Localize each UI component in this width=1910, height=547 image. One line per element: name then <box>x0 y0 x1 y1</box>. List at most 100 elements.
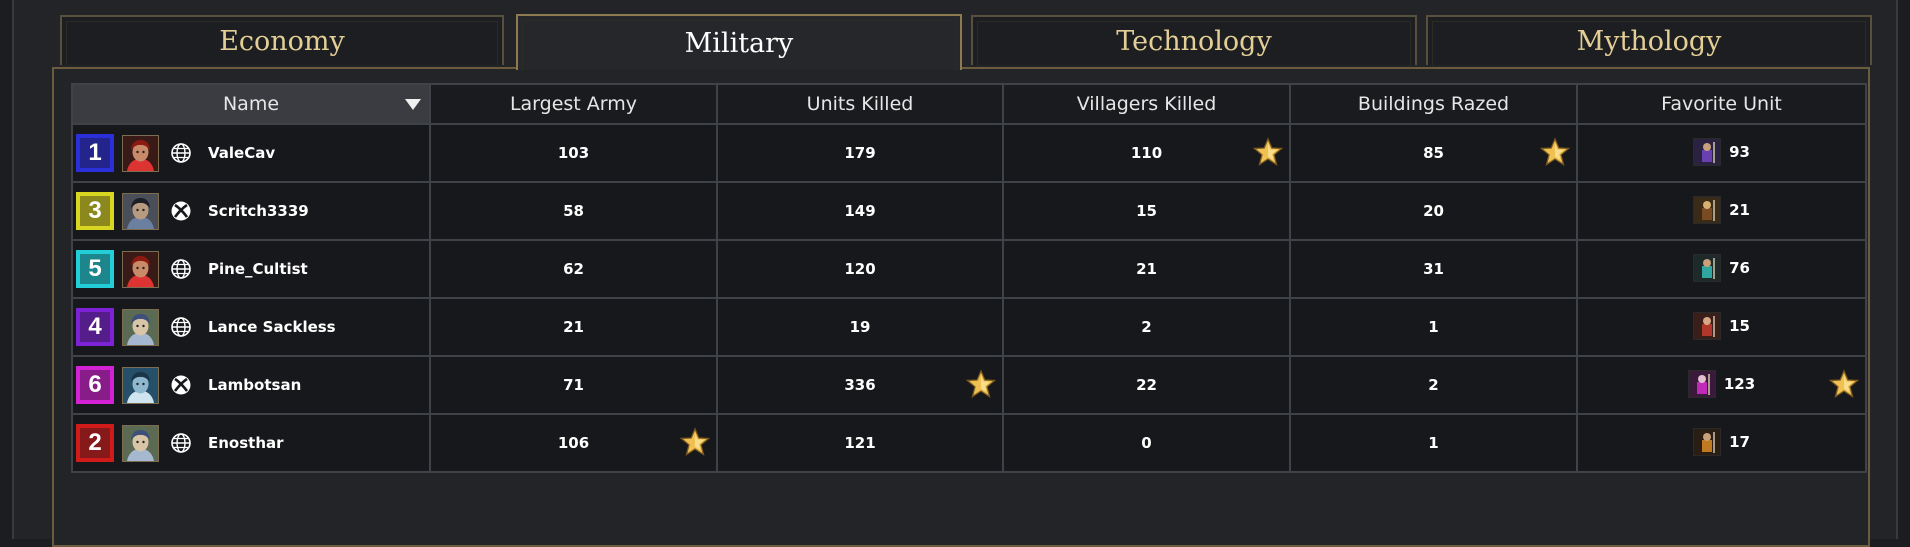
column-header-units-killed[interactable]: Units Killed <box>716 83 1004 125</box>
stat-cell-favorite-unit: 21 <box>1576 181 1867 241</box>
player-number-badge: 2 <box>76 424 114 462</box>
stat-cell-largest-army: 58 <box>429 181 718 241</box>
stat-cell-buildings-razed: 1 <box>1289 297 1578 357</box>
stat-cell-largest-army: 62 <box>429 239 718 299</box>
globe-icon <box>171 259 191 279</box>
column-header-favorite-unit[interactable]: Favorite Unit <box>1576 83 1867 125</box>
unit-portrait-icon <box>1693 311 1722 340</box>
stat-cell-buildings-razed: 1 <box>1289 413 1578 473</box>
stat-cell-buildings-razed: 20 <box>1289 181 1578 241</box>
stat-cell-buildings-razed: 2 <box>1289 355 1578 415</box>
player-name[interactable]: Pine_Cultist <box>208 260 308 278</box>
stat-value: 2 <box>1141 318 1152 336</box>
stat-cell-largest-army: 71 <box>429 355 718 415</box>
stat-cell-villagers-killed: 110 <box>1002 123 1291 183</box>
player-number-badge: 1 <box>76 134 114 172</box>
star-icon <box>966 369 996 398</box>
stat-cell-favorite-unit: 15 <box>1576 297 1867 357</box>
tab-economy[interactable]: Economy <box>60 15 504 65</box>
stat-cell-units-killed: 149 <box>716 181 1004 241</box>
star-icon <box>680 427 710 456</box>
stat-cell-units-killed: 336 <box>716 355 1004 415</box>
stat-value: 106 <box>557 434 590 452</box>
stats-table: Name Largest Army Units Killed Villagers… <box>71 83 1867 473</box>
tab-technology[interactable]: Technology <box>971 15 1417 65</box>
player-cell: 1 ValeCav <box>71 123 431 183</box>
stat-value: 179 <box>844 144 876 162</box>
stat-cell-villagers-killed: 15 <box>1002 181 1291 241</box>
stat-value: 103 <box>557 144 590 162</box>
player-number-badge: 3 <box>76 192 114 230</box>
stat-cell-largest-army: 21 <box>429 297 718 357</box>
star-icon <box>1540 137 1570 166</box>
player-number-badge: 5 <box>76 250 114 288</box>
stat-value: 120 <box>844 260 876 278</box>
player-cell: 6 Lambotsan <box>71 355 431 415</box>
column-header-largest-army[interactable]: Largest Army <box>429 83 718 125</box>
xbox-icon <box>171 375 191 395</box>
column-header-villagers-killed[interactable]: Villagers Killed <box>1002 83 1291 125</box>
table-row[interactable]: 5 Pine_Cultist 62 120 21 31 76 <box>71 239 1867 299</box>
stat-cell-favorite-unit: 17 <box>1576 413 1867 473</box>
stat-value: 17 <box>1729 432 1750 451</box>
stat-value: 85 <box>1423 144 1444 162</box>
table-row[interactable]: 6 Lambotsan 71 336 22 2 123 <box>71 355 1867 415</box>
table-header-row: Name Largest Army Units Killed Villagers… <box>71 83 1867 125</box>
stat-value: 1 <box>1428 318 1439 336</box>
table-row[interactable]: 2 Enosthar 106 121 0 1 17 <box>71 413 1867 473</box>
unit-portrait-icon <box>1693 137 1722 166</box>
player-name[interactable]: ValeCav <box>208 144 276 162</box>
stat-value: 121 <box>844 434 876 452</box>
stat-value: 123 <box>1723 374 1756 393</box>
player-cell: 5 Pine_Cultist <box>71 239 431 299</box>
xbox-icon <box>171 201 191 221</box>
player-name[interactable]: Lance Sackless <box>208 318 336 336</box>
stat-value: 71 <box>563 376 584 394</box>
table-row[interactable]: 3 Scritch3339 58 149 15 20 21 <box>71 181 1867 241</box>
stat-value: 110 <box>1130 144 1163 162</box>
stat-cell-largest-army: 106 <box>429 413 718 473</box>
column-header-buildings-razed[interactable]: Buildings Razed <box>1289 83 1578 125</box>
table-row[interactable]: 4 Lance Sackless 21 19 2 1 15 <box>71 297 1867 357</box>
stat-cell-buildings-razed: 85 <box>1289 123 1578 183</box>
stat-cell-villagers-killed: 2 <box>1002 297 1291 357</box>
tab-mythology[interactable]: Mythology <box>1426 15 1872 65</box>
civ-portrait-icon <box>122 250 159 288</box>
stat-value: 149 <box>844 202 876 220</box>
stat-cell-favorite-unit: 93 <box>1576 123 1867 183</box>
stat-value: 21 <box>563 318 584 336</box>
stat-value: 58 <box>563 202 584 220</box>
sort-descending-icon[interactable] <box>405 99 421 110</box>
civ-portrait-icon <box>122 192 159 230</box>
stat-value: 15 <box>1729 316 1750 335</box>
civ-portrait-icon <box>122 134 159 172</box>
stat-value: 0 <box>1141 434 1152 452</box>
player-name[interactable]: Lambotsan <box>208 376 302 394</box>
stat-cell-villagers-killed: 21 <box>1002 239 1291 299</box>
player-name[interactable]: Enosthar <box>208 434 284 452</box>
stat-cell-units-killed: 179 <box>716 123 1004 183</box>
player-cell: 4 Lance Sackless <box>71 297 431 357</box>
stat-value: 62 <box>563 260 584 278</box>
stat-value: 1 <box>1428 434 1439 452</box>
stat-cell-buildings-razed: 31 <box>1289 239 1578 299</box>
civ-portrait-icon <box>122 424 159 462</box>
unit-portrait-icon <box>1687 369 1716 398</box>
stat-cell-largest-army: 103 <box>429 123 718 183</box>
player-name[interactable]: Scritch3339 <box>208 202 309 220</box>
stat-value: 2 <box>1428 376 1439 394</box>
column-header-name[interactable]: Name <box>71 83 431 125</box>
globe-icon <box>171 317 191 337</box>
unit-portrait-icon <box>1693 253 1722 282</box>
stat-value: 31 <box>1423 260 1444 278</box>
stat-value: 21 <box>1136 260 1157 278</box>
tab-military[interactable]: Military <box>516 14 962 70</box>
stat-value: 76 <box>1729 258 1750 277</box>
player-cell: 3 Scritch3339 <box>71 181 431 241</box>
stat-value: 22 <box>1136 376 1157 394</box>
civ-portrait-icon <box>122 366 159 404</box>
stat-value: 336 <box>844 376 876 394</box>
table-row[interactable]: 1 ValeCav 103 179 110 85 93 <box>71 123 1867 183</box>
column-header-label: Name <box>222 93 280 115</box>
globe-icon <box>171 143 191 163</box>
